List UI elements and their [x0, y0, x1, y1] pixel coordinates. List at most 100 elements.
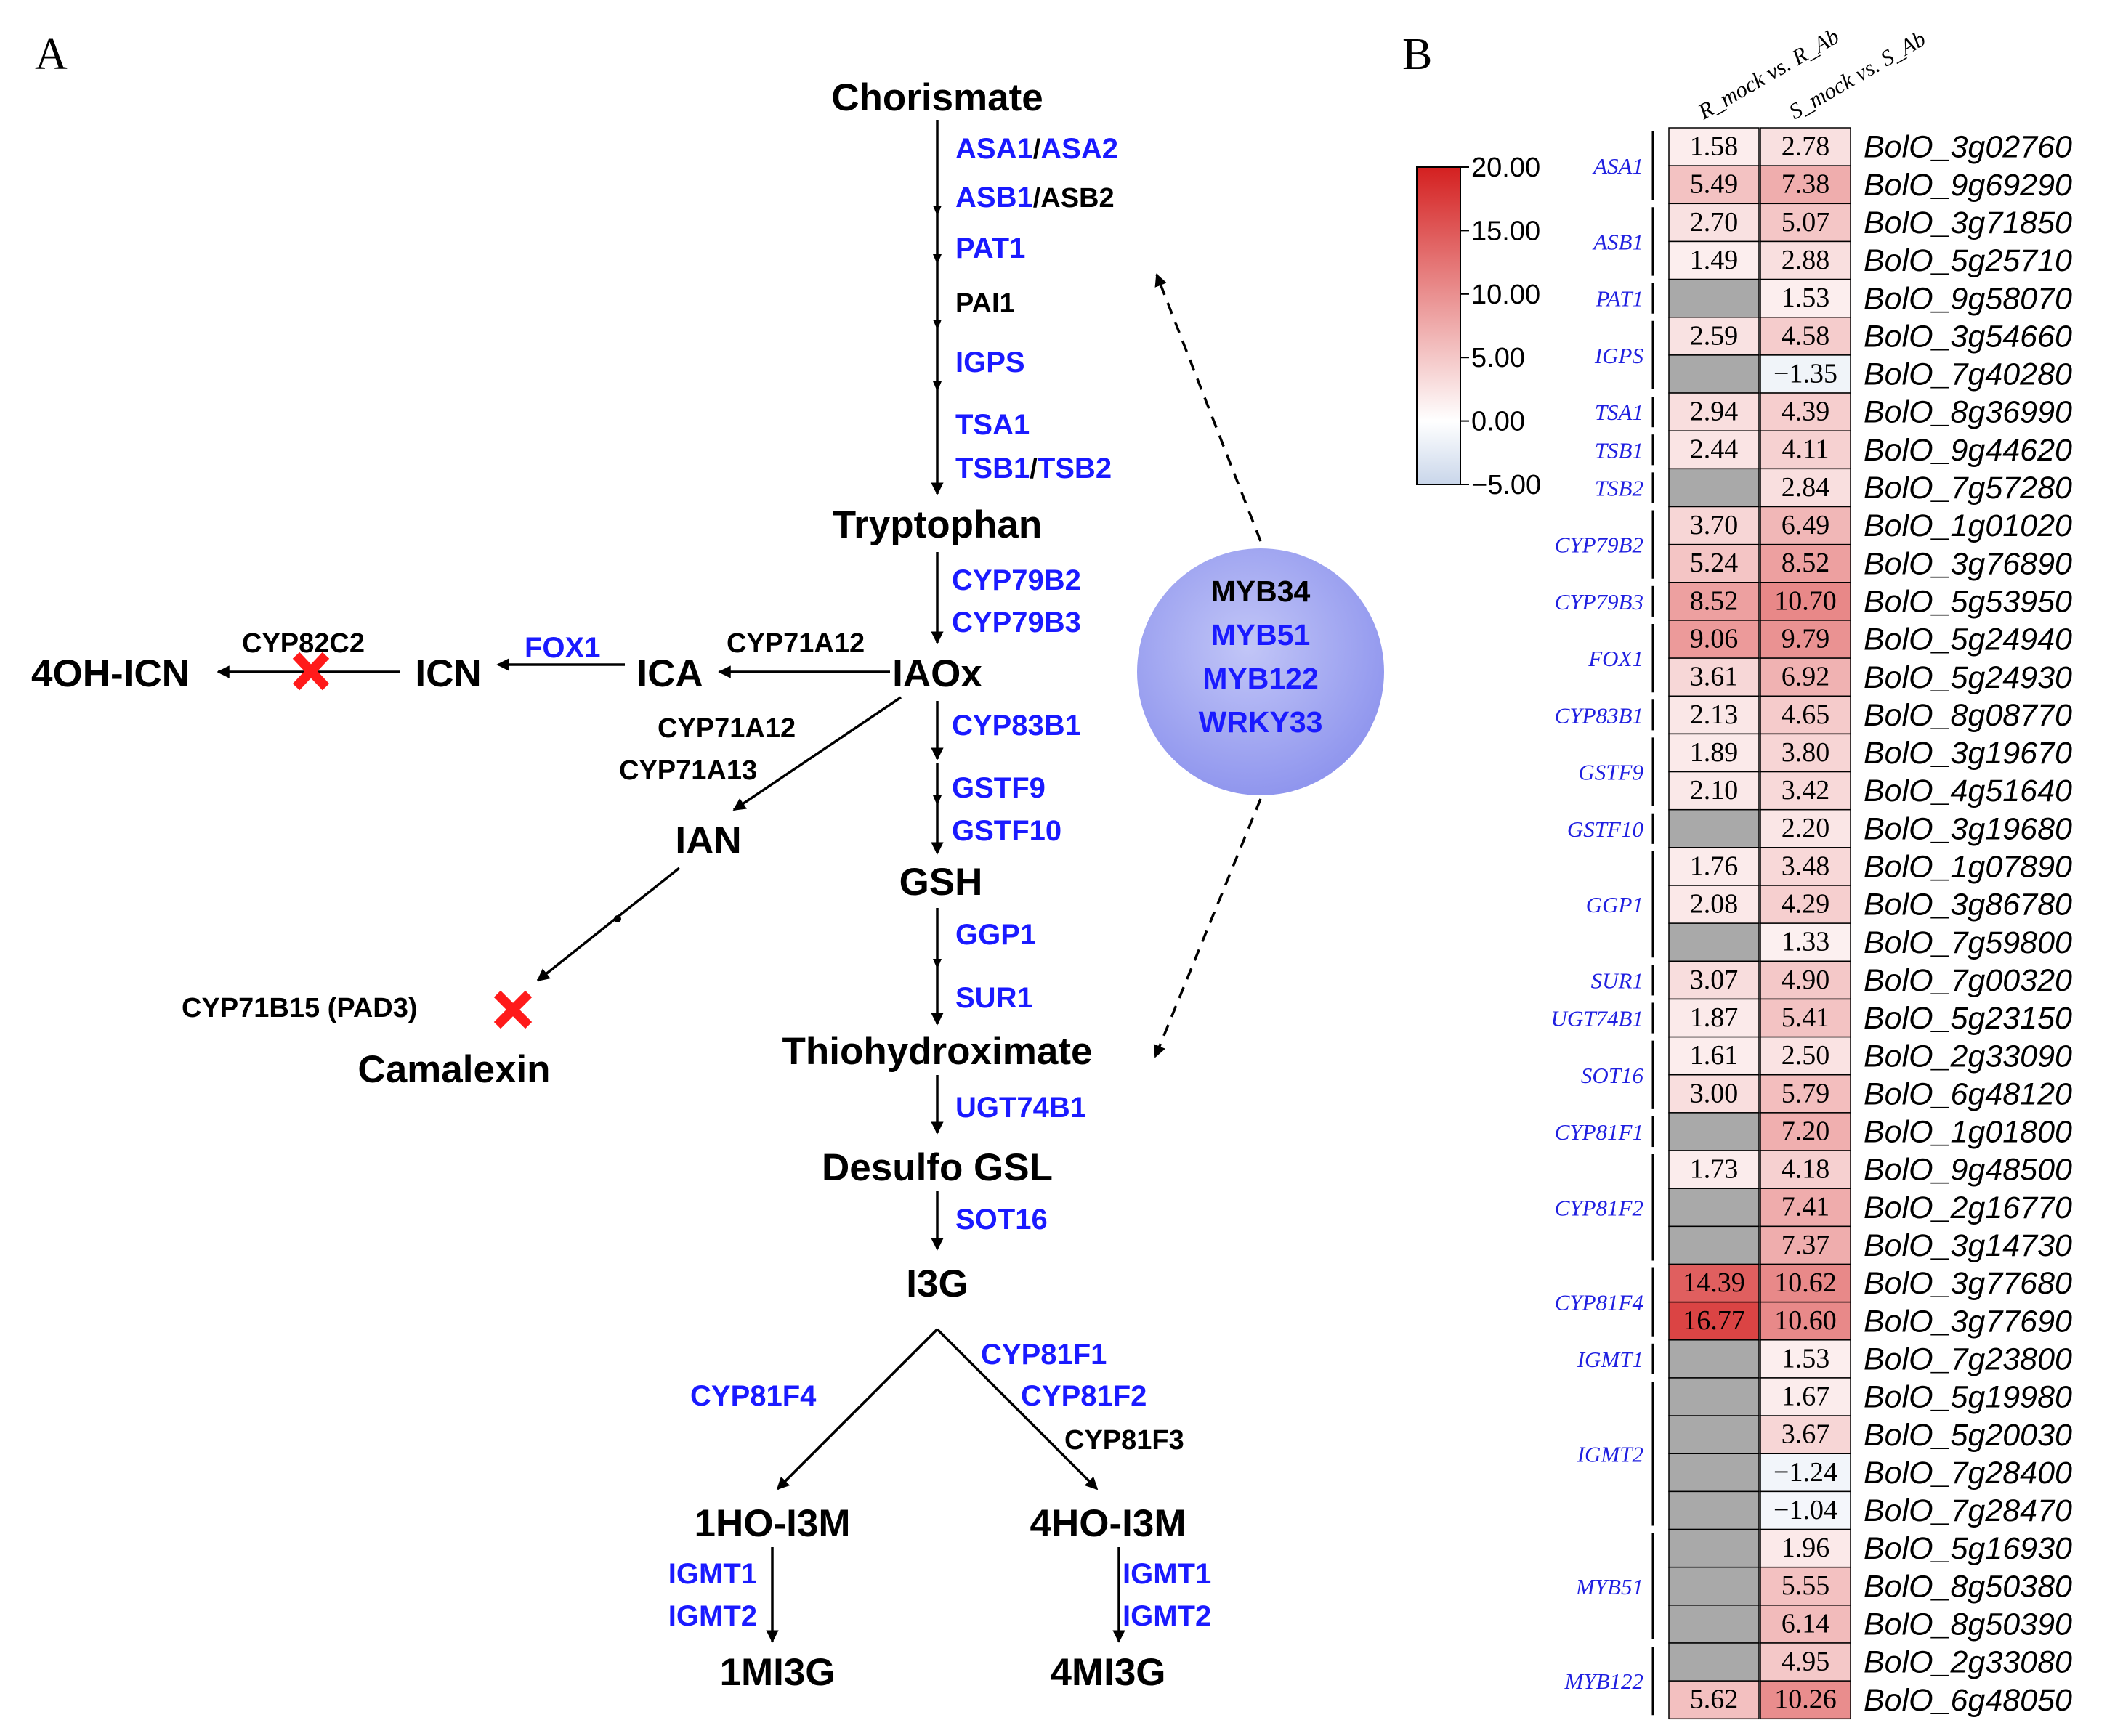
- heatmap-cell: [1668, 1112, 1760, 1151]
- heatmap-value: 1.87: [1690, 1002, 1739, 1033]
- heatmap-value: 14.39: [1683, 1267, 1745, 1298]
- heatmap-value: 6.49: [1782, 510, 1830, 540]
- enzyme-cyp71a12: CYP71A12: [658, 713, 796, 744]
- slash: /: [1030, 454, 1038, 484]
- gene-id-label: BolO_5g16930: [1864, 1531, 2072, 1566]
- dashed-arrow-down: [1153, 798, 1262, 1058]
- heatmap-cell: [1668, 1642, 1760, 1682]
- heatmap-value: 10.60: [1774, 1305, 1837, 1336]
- gene-group-label: ASB1: [1592, 229, 1643, 254]
- heatmap-cell: [1760, 771, 1851, 811]
- enzyme-asb1-asb2: ASB1/ASB2: [955, 182, 1115, 214]
- heatmap-cell: [1668, 808, 1760, 848]
- gene-id-label: BolO_2g16770: [1864, 1191, 2072, 1225]
- heatmap-cell: [1760, 1605, 1851, 1644]
- heatmap: 1.58 2.78 BolO_3g02760 5.49 7.38 BolO_9g69290…: [1551, 127, 2072, 1720]
- heatmap-cell: [1668, 847, 1760, 886]
- enzyme-asb2: ASB2: [1040, 183, 1114, 214]
- gene-id-label: BolO_5g23150: [1864, 1001, 2072, 1036]
- metabolite-ian: IAN: [675, 819, 741, 862]
- gene-id-label: BolO_3g86780: [1864, 888, 2072, 922]
- heatmap-value: 3.80: [1782, 737, 1830, 768]
- enzyme-tsb1-tsb2: TSB1/TSB2: [955, 453, 1112, 484]
- heatmap-cell: [1760, 998, 1851, 1038]
- heatmap-value: 2.50: [1782, 1040, 1830, 1071]
- heatmap-cell: [1668, 1528, 1760, 1568]
- heatmap-cell: [1668, 1036, 1760, 1076]
- heatmap-cell: [1668, 1301, 1760, 1341]
- heatmap-value: 7.37: [1782, 1230, 1830, 1260]
- enzyme-pai1: PAI1: [955, 288, 1015, 319]
- heatmap-cell: [1668, 165, 1760, 205]
- heatmap-cell: [1668, 506, 1760, 545]
- heatmap-value: 1.33: [1782, 927, 1830, 957]
- heatmap-cell: [1760, 392, 1851, 431]
- gene-id-label: BolO_5g24930: [1864, 660, 2072, 695]
- heatmap-cell: [1760, 1377, 1851, 1416]
- arrow-i3g-4ho: [936, 1328, 1099, 1490]
- gene-group-label: TSB2: [1595, 475, 1643, 500]
- regulator-myb51: MYB51: [1211, 618, 1311, 652]
- enzyme-cyp82c2: CYP82C2: [242, 628, 365, 659]
- heatmap-value: 4.18: [1782, 1154, 1830, 1185]
- enzyme-tsa1: TSA1: [955, 409, 1030, 441]
- heatmap-value: 4.39: [1782, 397, 1830, 427]
- enzyme-cyp81f4: CYP81F4: [690, 1380, 817, 1412]
- heatmap-cell: [1760, 582, 1851, 621]
- heatmap-value: 2.13: [1690, 699, 1739, 730]
- heatmap-cell: [1668, 922, 1760, 962]
- enzyme-asa1: ASA1: [955, 133, 1033, 165]
- gene-group-label: CYP81F1: [1555, 1119, 1643, 1145]
- heatmap-cell: [1668, 1415, 1760, 1454]
- gene-group-label: TSA1: [1595, 399, 1643, 425]
- gene-id-label: BolO_3g77690: [1864, 1304, 2072, 1339]
- slash: /: [1033, 183, 1041, 214]
- heatmap-value: 2.10: [1690, 775, 1739, 806]
- gene-group-label: TSB1: [1595, 437, 1643, 463]
- metabolite-4ho-i3m: 4HO-I3M: [1030, 1502, 1186, 1545]
- heatmap-value: 1.53: [1782, 1343, 1830, 1374]
- enzyme-cyp71a13: CYP71A13: [619, 755, 757, 786]
- enzyme-cyp71b15-pad3: CYP71B15 (PAD3): [182, 993, 418, 1023]
- metabolite-gsh: GSH: [899, 861, 983, 904]
- heatmap-cell: [1760, 127, 1851, 166]
- heatmap-value: 4.65: [1782, 699, 1830, 730]
- gene-id-label: BolO_9g48500: [1864, 1153, 2072, 1188]
- gene-id-label: BolO_6g48120: [1864, 1076, 2072, 1111]
- heatmap-value: 3.61: [1690, 662, 1739, 692]
- heatmap-value: 2.84: [1782, 472, 1830, 503]
- heatmap-cell: [1760, 695, 1851, 735]
- enzyme-ugt74b1: UGT74B1: [955, 1092, 1086, 1124]
- heatmap-value: 3.00: [1690, 1078, 1739, 1108]
- arrow-ian-camalexin: [536, 867, 681, 982]
- heatmap-cell: [1668, 885, 1760, 924]
- heatmap-cell: [1668, 1188, 1760, 1228]
- enzyme-tsb2: TSB2: [1038, 453, 1112, 484]
- gene-id-label: BolO_1g07890: [1864, 850, 2072, 885]
- heatmap-value: 5.55: [1782, 1570, 1830, 1601]
- gene-group-label: CYP83B1: [1555, 702, 1643, 728]
- metabolite-tryptophan: Tryptophan: [833, 503, 1043, 546]
- gene-id-label: BolO_4g51640: [1864, 774, 2072, 808]
- heatmap-value: 9.79: [1782, 623, 1830, 654]
- heatmap-value: 9.06: [1690, 623, 1739, 654]
- heatmap-cell: [1668, 1225, 1760, 1265]
- heatmap-cell: [1668, 695, 1760, 735]
- heatmap-cell: [1760, 1453, 1851, 1493]
- legend-tick-label: 20.00: [1471, 153, 1540, 183]
- gene-id-label: BolO_7g40280: [1864, 357, 2072, 392]
- heatmap-value: 5.07: [1782, 207, 1830, 238]
- heatmap-value: 8.52: [1782, 548, 1830, 578]
- step-mark: [933, 959, 942, 969]
- heatmap-value: 4.29: [1782, 889, 1830, 920]
- heatmap-cell: [1760, 1301, 1851, 1341]
- gene-id-label: BolO_3g77680: [1864, 1266, 2072, 1301]
- heatmap-cell: [1668, 278, 1760, 318]
- step-mark: [614, 915, 621, 922]
- heatmap-value: 8.52: [1690, 585, 1739, 616]
- gene-id-label: BolO_3g02760: [1864, 130, 2072, 165]
- heatmap-cell: [1760, 317, 1851, 356]
- gene-group-label: ASA1: [1592, 153, 1643, 179]
